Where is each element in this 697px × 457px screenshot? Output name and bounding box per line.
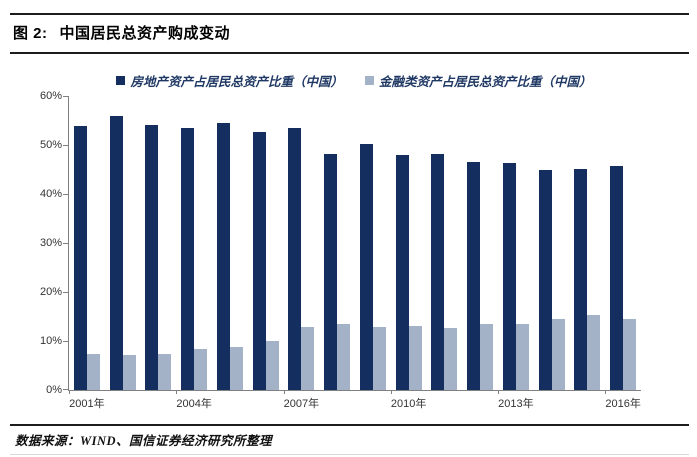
legend-swatch-financial-icon — [365, 76, 374, 85]
bar-real-estate-2016 — [610, 166, 624, 390]
bar-real-estate-2002 — [109, 115, 123, 390]
bar-financial-2010 — [408, 326, 422, 390]
bar-financial-2007 — [301, 326, 315, 390]
bar-financial-2001 — [86, 354, 100, 390]
y-axis-label: 0% — [46, 384, 62, 396]
y-axis-label: 50% — [39, 139, 62, 151]
y-axis-label: 60% — [39, 90, 62, 102]
x-axis-tick — [605, 390, 607, 394]
bar-financial-2004 — [194, 348, 208, 390]
bar-real-estate-2001 — [73, 126, 87, 390]
legend-item-real-estate: 房地产资产占居民总资产比重（中国） — [116, 71, 343, 90]
x-axis-tick — [69, 390, 70, 394]
legend: 房地产资产占居民总资产比重（中国） 金融类资产占居民总资产比重（中国） — [68, 71, 640, 90]
bar-group-2001 — [69, 96, 105, 390]
bar-financial-2015 — [587, 315, 601, 390]
bar-group-2010 — [391, 96, 427, 390]
y-axis-tick — [63, 389, 69, 390]
bar-group-2005 — [212, 96, 248, 390]
bar-financial-2005 — [229, 346, 243, 390]
y-axis-tick — [63, 292, 69, 293]
legend-label-real-estate: 房地产资产占居民总资产比重（中国） — [130, 75, 343, 89]
bar-real-estate-2007 — [288, 128, 302, 390]
bar-financial-2008 — [337, 324, 351, 390]
bar-real-estate-2014 — [538, 169, 552, 390]
bar-financial-2006 — [265, 341, 279, 390]
legend-item-financial: 金融类资产占居民总资产比重（中国） — [365, 71, 592, 90]
figure-header: 图 2: 中国居民总资产购成变动 — [13, 22, 230, 43]
bar-financial-2012 — [480, 324, 494, 390]
bar-real-estate-2009 — [359, 144, 373, 390]
bar-group-2011 — [427, 96, 463, 390]
y-axis-label: 30% — [39, 237, 62, 249]
bar-real-estate-2010 — [395, 155, 409, 390]
bar-financial-2016 — [623, 319, 637, 390]
bar-real-estate-2011 — [431, 153, 445, 390]
bars-row — [69, 96, 641, 390]
bar-financial-2014 — [551, 319, 565, 390]
bar-real-estate-2008 — [324, 154, 338, 390]
y-axis-tick — [63, 145, 69, 146]
bar-group-2003 — [141, 96, 177, 390]
bar-financial-2013 — [515, 324, 529, 390]
bar-group-2008 — [319, 96, 355, 390]
legend-label-financial: 金融类资产占居民总资产比重（中国） — [379, 75, 592, 89]
x-axis-label: 2007年 — [283, 398, 320, 410]
figure-number-label: 图 2: — [13, 25, 48, 42]
x-axis-label: 2004年 — [176, 398, 212, 410]
bar-group-2014 — [534, 96, 570, 390]
bar-financial-2011 — [444, 327, 458, 390]
header-rule — [10, 52, 689, 54]
bar-real-estate-2013 — [502, 162, 516, 390]
bar-real-estate-2006 — [252, 132, 266, 390]
figure-source: 数据来源：WIND、国信证券经济研究所整理 — [15, 434, 273, 448]
x-axis-tick — [390, 390, 392, 394]
bar-real-estate-2012 — [467, 161, 481, 390]
bottom-rule — [10, 454, 689, 455]
bar-group-2012 — [462, 96, 498, 390]
x-axis-label: 2001年 — [69, 398, 105, 410]
x-axis-label: 2016年 — [605, 398, 641, 410]
y-axis-label: 10% — [39, 335, 62, 347]
y-axis-label: 20% — [39, 286, 62, 298]
bar-financial-2002 — [122, 355, 136, 390]
y-axis-tick — [63, 243, 69, 244]
bar-financial-2003 — [158, 353, 172, 390]
bar-group-2006 — [248, 96, 284, 390]
bar-group-2004 — [176, 96, 212, 390]
y-axis-tick — [63, 96, 69, 97]
bar-group-2009 — [355, 96, 391, 390]
bar-group-2013 — [498, 96, 534, 390]
bar-group-2016 — [605, 96, 641, 390]
plot-area: 0% 10% 20% 30% 40% 50% 60% 2001年 2004年 2007年 2010年… — [40, 90, 641, 410]
x-axis-tick — [176, 390, 178, 394]
top-rule — [10, 13, 689, 15]
y-axis-tick — [63, 194, 69, 195]
bar-group-2015 — [570, 96, 606, 390]
bar-real-estate-2004 — [181, 127, 195, 390]
footer-rule — [10, 424, 689, 426]
bar-financial-2009 — [372, 327, 386, 390]
x-axis-label: 2013年 — [498, 398, 534, 410]
figure-title: 中国居民总资产购成变动 — [59, 25, 231, 42]
y-axis-label: 40% — [39, 188, 62, 200]
x-axis-tick — [498, 390, 499, 394]
bar-group-2007 — [284, 96, 320, 390]
y-axis-tick — [63, 341, 69, 342]
legend-swatch-real-estate-icon — [116, 76, 126, 85]
bar-real-estate-2005 — [216, 122, 230, 390]
bar-real-estate-2015 — [574, 168, 588, 390]
x-axis-label: 2010年 — [390, 398, 427, 410]
bar-real-estate-2003 — [145, 125, 159, 390]
x-axis-tick — [283, 390, 285, 394]
bar-group-2002 — [105, 96, 141, 390]
